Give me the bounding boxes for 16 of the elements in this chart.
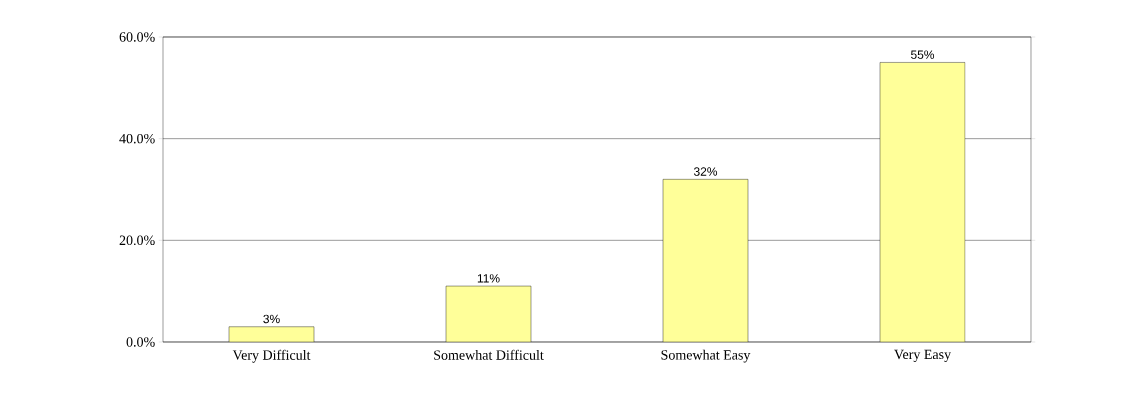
data-label: 11% xyxy=(477,274,500,283)
y-tick-label: 40.0% xyxy=(119,133,155,144)
y-tick-label: 0.0% xyxy=(126,337,155,347)
y-tick-label: 20.0% xyxy=(119,235,155,246)
data-label: 32% xyxy=(693,167,718,176)
x-tick-label: Very Difficult xyxy=(232,349,311,363)
bar xyxy=(662,179,749,342)
bar xyxy=(445,285,532,342)
bar xyxy=(228,326,315,342)
bar xyxy=(879,62,966,342)
data-label: 55% xyxy=(910,50,935,59)
x-tick-label: Somewhat Difficult xyxy=(434,349,544,360)
data-label: 3% xyxy=(263,314,280,324)
x-tick-label: Somewhat Easy xyxy=(661,349,751,363)
y-tick-label: 60.0% xyxy=(119,32,155,42)
x-tick-label: Very Easy xyxy=(894,349,952,362)
